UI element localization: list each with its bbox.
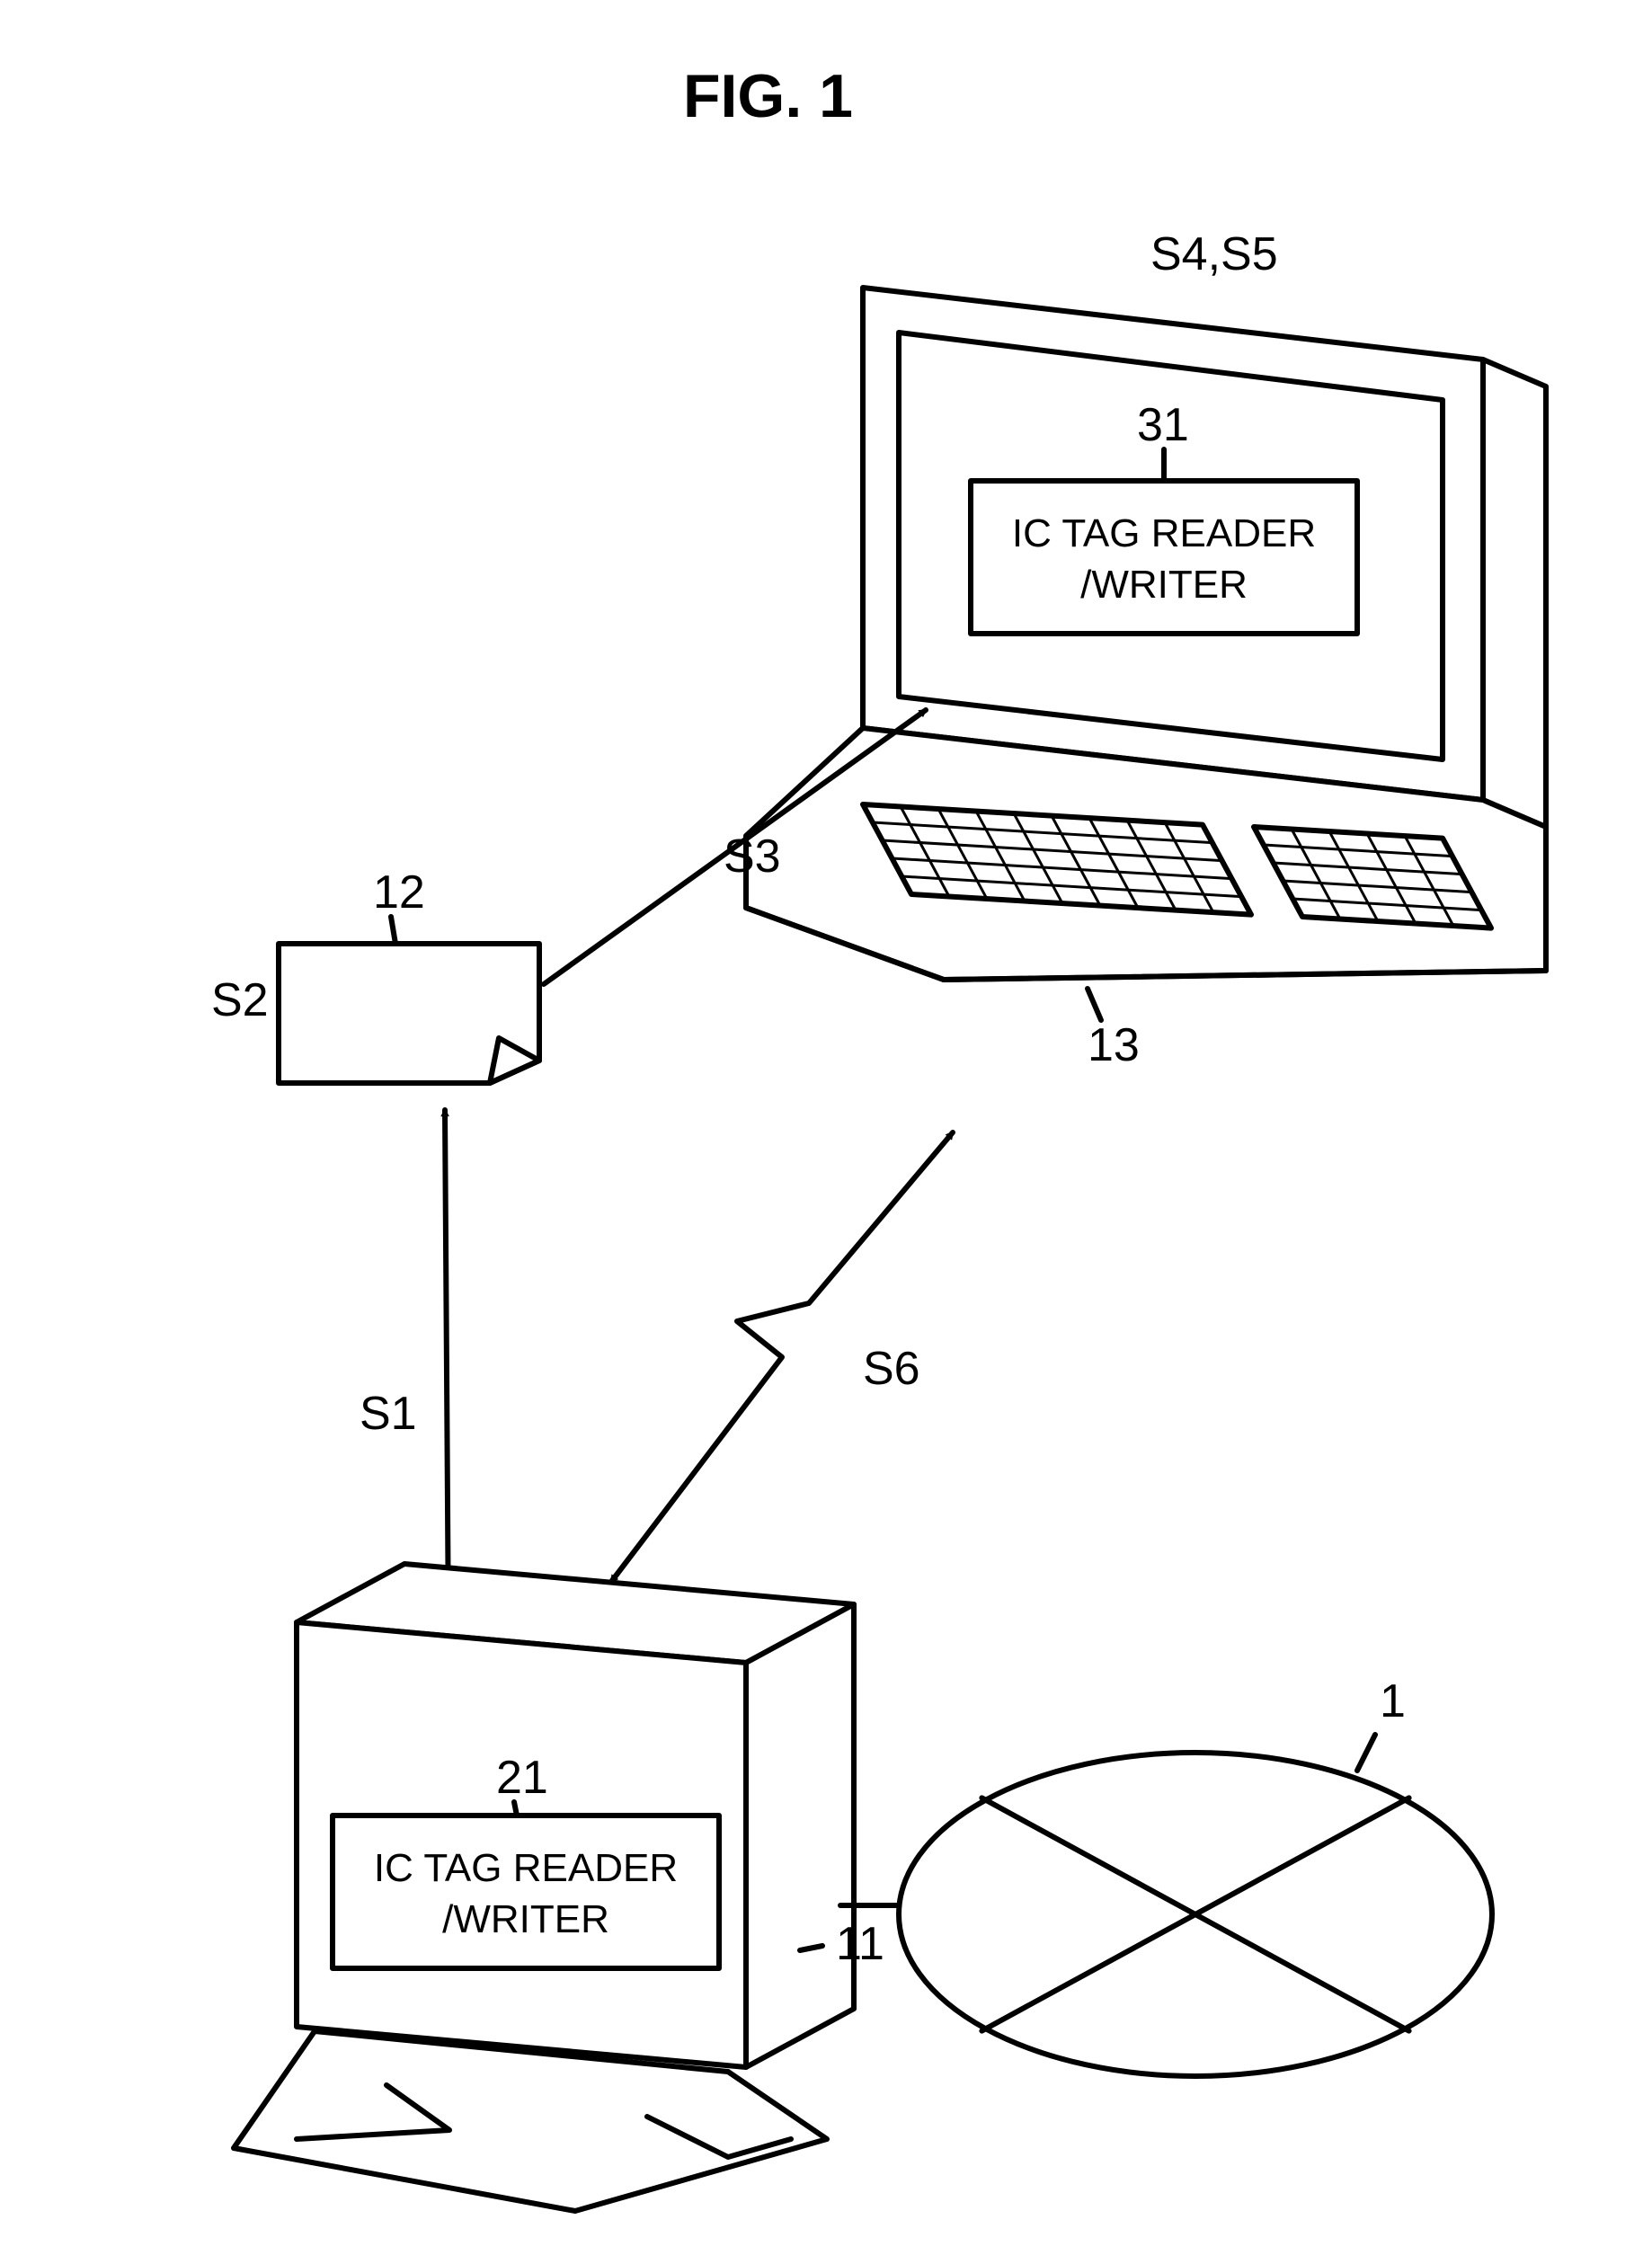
laptop: IC TAG READER/WRITER <box>746 288 1546 980</box>
terminal-reader-writer-line1: IC TAG READER <box>374 1846 678 1890</box>
label-31: 31 <box>1137 399 1189 451</box>
label-11: 11 <box>836 1918 884 1970</box>
terminal-reader-writer-line2: /WRITER <box>442 1897 609 1941</box>
label-13: 13 <box>1088 1019 1140 1071</box>
laptop-reader-writer-line2: /WRITER <box>1080 563 1248 607</box>
label-s4s5: S4,S5 <box>1150 228 1278 280</box>
wafer <box>840 1753 1492 2076</box>
label-s3: S3 <box>724 830 781 883</box>
label-12: 12 <box>373 866 425 919</box>
label-s1: S1 <box>360 1388 417 1440</box>
label-s6: S6 <box>863 1343 920 1395</box>
label-21: 21 <box>496 1752 548 1804</box>
laptop-reader-writer-line1: IC TAG READER <box>1012 511 1316 555</box>
ic-tag <box>279 944 539 1083</box>
label-1: 1 <box>1380 1675 1406 1727</box>
terminal: IC TAG READER/WRITER <box>234 1564 854 2211</box>
label-s2: S2 <box>211 974 269 1026</box>
figure-title: FIG. 1 <box>683 62 853 130</box>
